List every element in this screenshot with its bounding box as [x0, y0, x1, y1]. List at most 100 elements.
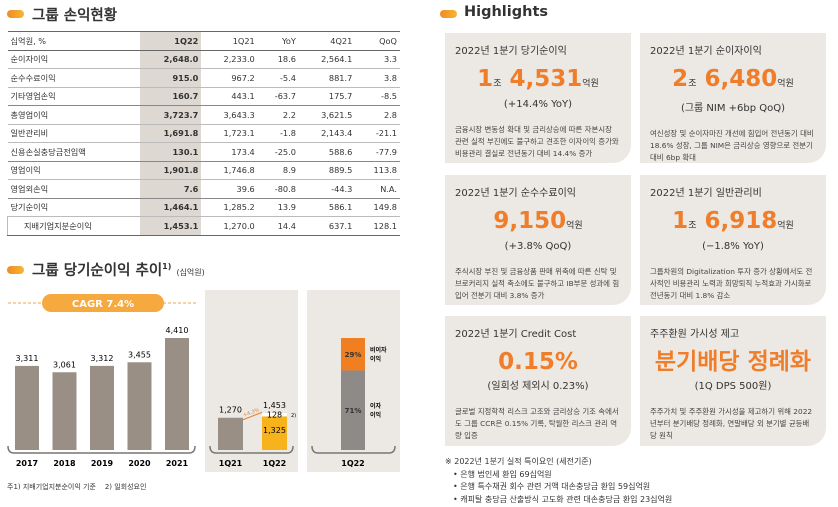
bar-value-label: 1,270	[219, 406, 242, 415]
table-cell: -77.9	[355, 142, 400, 161]
table-row: 일반관리비 1,691.8 1,723.1 -1.8 2,143.4 -21.1	[7, 123, 400, 143]
table-cell: 915.0	[139, 68, 202, 87]
legend-label: 이익	[370, 355, 381, 363]
card-subvalue: (+14.4% YoY)	[503, 99, 573, 110]
section-bullet-icon	[7, 266, 24, 274]
chart-footnote: 주1) 지배기업지분순이익 기준 2) 일회성요인	[7, 483, 147, 491]
axis-bracket	[7, 445, 196, 454]
highlight-card: 2022년 1분기 당기순이익 1조 4,531억원 (+14.4% YoY) …	[445, 33, 631, 163]
x-tick-label: 1Q22	[263, 459, 287, 468]
unit-major: 조	[688, 79, 697, 89]
bar-segment	[341, 338, 365, 371]
card-description: 주식시장 부진 및 금융상품 판매 위축에 따른 신탁 및 브로커리지 실적 축…	[455, 267, 620, 300]
table-row: 당기순이익 1,464.1 1,285.2 13.9 586.1 149.8	[7, 197, 400, 217]
table-cell: -44.3	[298, 179, 356, 198]
growth-line	[242, 411, 263, 421]
card-value: 분기배당 정례화	[650, 348, 816, 376]
table-cell: -21.1	[355, 123, 400, 143]
card-description: 금융시장 변동성 확대 및 금리상승에 따른 자본시장 관련 실적 부진에도 불…	[455, 125, 619, 158]
page-title: 그룹 손익현황	[32, 8, 118, 24]
table-cell: 13.9	[257, 197, 299, 217]
bar-2021	[165, 338, 189, 450]
table-cell: 175.7	[298, 86, 356, 106]
table-cell: 881.7	[298, 68, 356, 87]
table-cell: 39.6	[201, 179, 258, 198]
highlight-card: 주주환원 가시성 제고 분기배당 정례화 (1Q DPS 500원) 주주가치 …	[640, 316, 826, 446]
unit-minor: 억원	[777, 221, 794, 231]
card-description: 그룹차원의 Digitalization 투자 증가 상황에서도 전사적인 비용…	[650, 267, 813, 300]
card-subvalue: (그룹 NIM +6bp QoQ)	[680, 103, 786, 114]
table-cell: 3.8	[355, 68, 400, 87]
highlight-card: 2022년 1분기 순이자이익 2조 6,480억원 (그룹 NIM +6bp …	[640, 33, 826, 163]
x-tick-label: 2018	[53, 459, 76, 468]
card-value: 2조 6,480억원	[650, 65, 816, 98]
table-cell: 2.2	[257, 105, 299, 124]
cagr-pill	[42, 294, 164, 312]
card-description: 여신성장 및 순이자마진 개선에 힘입어 전년동기 대비 18.6% 성장, 그…	[650, 129, 814, 162]
col-header: 십억원, %	[7, 31, 140, 51]
unit-major: 조	[493, 79, 502, 89]
table-cell: 149.8	[355, 197, 400, 217]
table-cell: 순수수료이익	[7, 68, 140, 87]
value-minor: 9,150	[493, 208, 567, 234]
card-title: 2022년 1분기 Credit Cost	[455, 329, 577, 340]
section-bullet-icon	[7, 10, 24, 18]
x-tick-label: 1Q21	[219, 459, 243, 468]
table-cell: 2,143.4	[298, 123, 356, 143]
card-title: 2022년 1분기 순수수료이익	[455, 188, 576, 199]
bar-2018	[52, 372, 77, 450]
table-cell: 일반관리비	[7, 123, 140, 143]
table-cell: 1,691.8	[139, 123, 202, 143]
table-cell: 1,270.0	[201, 216, 258, 236]
bar-2020	[127, 362, 152, 450]
table-cell: 1,464.1	[139, 197, 202, 217]
table-cell: 2.8	[355, 105, 400, 124]
net-income-charts: CAGR 7.4% 3,311 2017 3,061 2018 3,312 2019 3,45…	[7, 290, 400, 472]
highlight-card: 2022년 1분기 일반관리비 1조 6,918억원 (−1.8% YoY) 그…	[640, 175, 826, 305]
table-cell: -80.8	[257, 179, 299, 198]
table-cell: 637.1	[298, 216, 356, 236]
bar-value-label: 3,455	[128, 350, 151, 359]
table-cell: 113.8	[355, 160, 400, 180]
segment-label: 29%	[345, 351, 362, 359]
bar-total-label: 1,453	[263, 401, 286, 410]
card-title: 2022년 1분기 당기순이익	[455, 46, 567, 57]
table-cell: 1,746.8	[201, 160, 258, 180]
value-minor: 4,531	[509, 66, 583, 92]
bar-one-off	[262, 413, 287, 417]
table-cell: 130.1	[139, 142, 202, 161]
table-cell: 14.4	[257, 216, 299, 236]
table-cell: 586.1	[298, 197, 356, 217]
table-cell: 2,233.0	[201, 49, 258, 69]
card-description: 글로벌 지정학적 리스크 고조와 금리상승 기조 속에서도 그룹 CCR은 0.…	[455, 407, 619, 440]
table-cell: 3,643.3	[201, 105, 258, 124]
table-cell: -25.0	[257, 142, 299, 161]
footnote-marker: 2)	[291, 413, 296, 419]
bar-1Q21	[218, 417, 243, 450]
legend-label: 이익	[370, 411, 381, 419]
table-cell: 신용손실충당금전입액	[7, 142, 140, 161]
table-cell: 1,723.1	[201, 123, 258, 143]
x-tick-label: 2019	[91, 459, 114, 468]
bar-value-label: 128	[267, 411, 282, 420]
legend-label: 비이자	[370, 346, 387, 354]
table-cell: 1,285.2	[201, 197, 258, 217]
card-value: 1조 6,918억원	[650, 207, 816, 240]
axis-bracket	[311, 445, 396, 454]
table-cell: 173.4	[201, 142, 258, 161]
table-row: 총영업이익 3,723.7 3,643.3 2.2 3,621.5 2.8	[7, 105, 400, 124]
table-row: 신용손실충당금전입액 130.1 173.4 -25.0 588.6 -77.9	[7, 142, 400, 161]
bar-2017	[15, 365, 39, 450]
chart-title: 그룹 당기순이익 추이1) (십억원)	[32, 262, 205, 279]
table-cell: 967.2	[201, 68, 258, 87]
table-cell: 기타영업손익	[7, 86, 140, 106]
value-major: 1	[672, 208, 689, 234]
table-row: 순수수료이익 915.0 967.2 -5.4 881.7 3.8	[7, 68, 400, 87]
card-title: 2022년 1분기 순이자이익	[650, 46, 762, 57]
table-cell: 1,453.1	[139, 216, 202, 236]
table-cell: 128.1	[355, 216, 400, 236]
table-row: 영업이익 1,901.8 1,746.8 8.9 889.5 113.8	[7, 160, 400, 180]
axis-bracket	[209, 445, 294, 454]
card-subvalue: (+3.8% QoQ)	[504, 241, 572, 252]
legend-label: 이자	[370, 402, 382, 410]
